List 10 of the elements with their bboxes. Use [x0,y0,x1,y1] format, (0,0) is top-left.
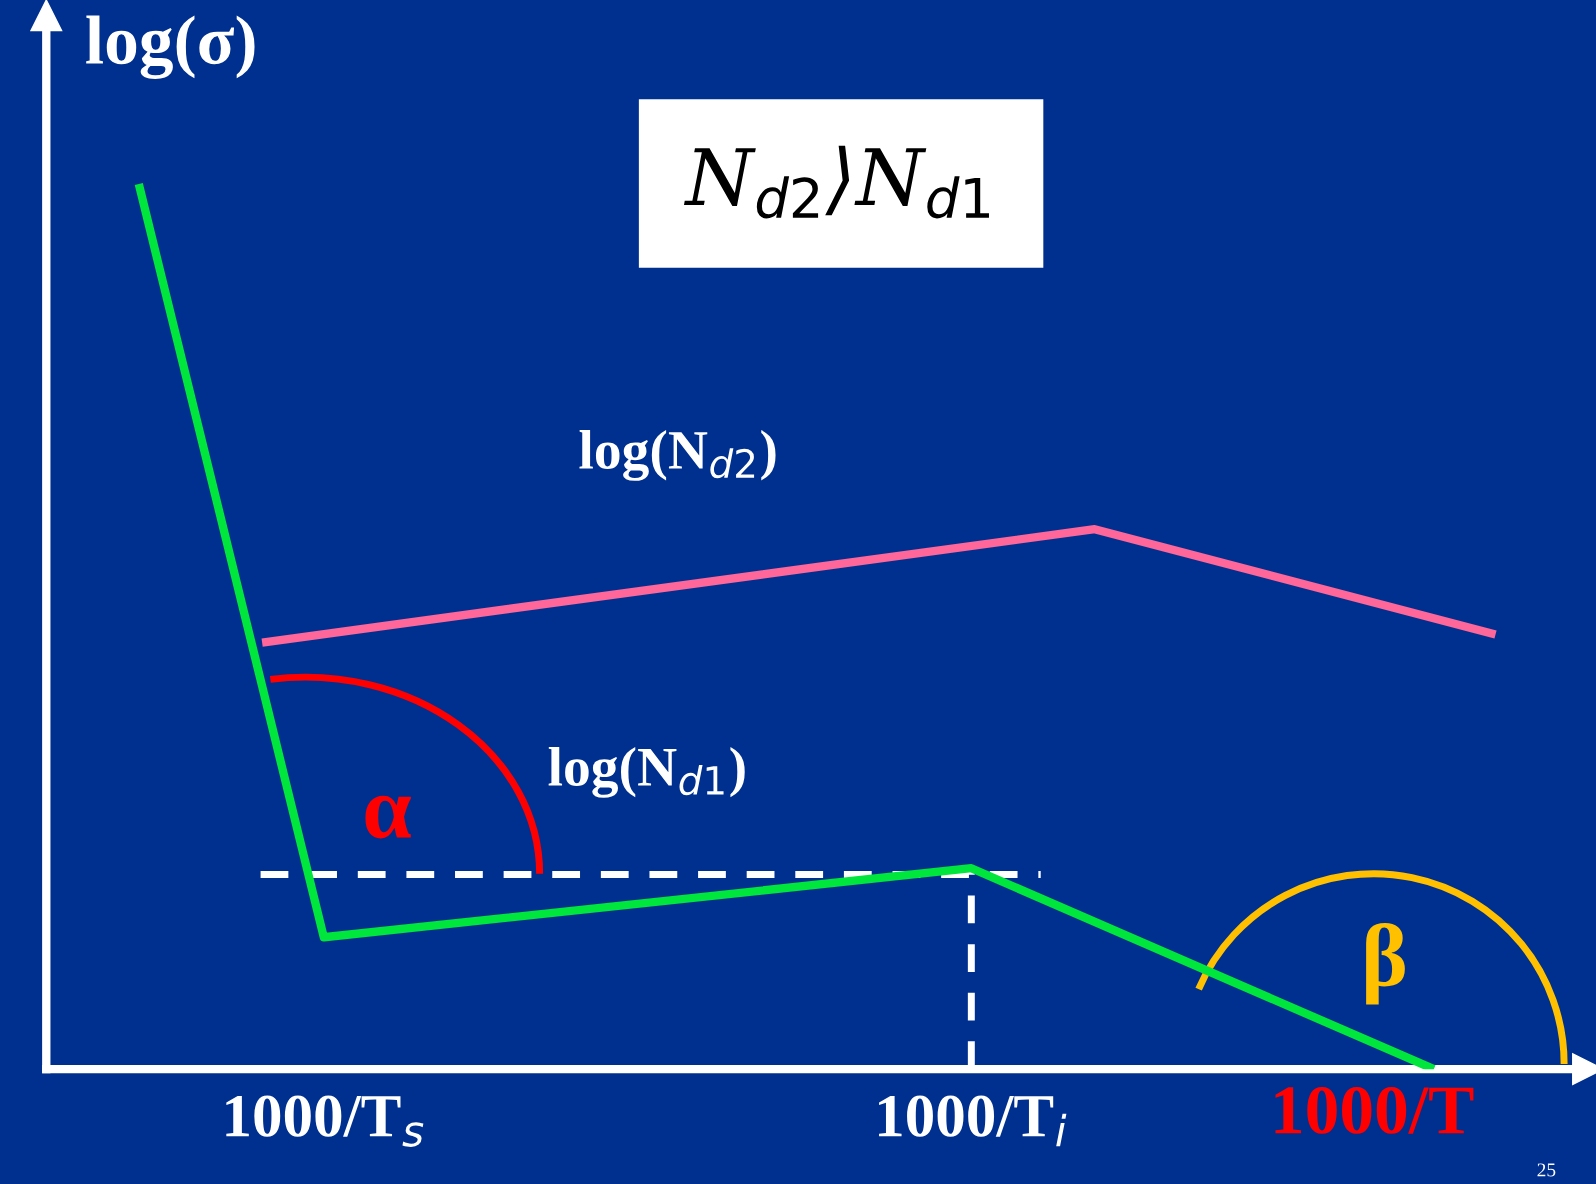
annotation: N$_{d2}$⟩N$_{d1}$ [683,145,989,219]
x-tick-label: 1000/T$_{s}$ [226,1095,424,1147]
y-axis-title: log(σ) [86,15,255,79]
series-label: log(N$_{d2}$) [579,430,776,481]
x-tick-label: 1000/T$_{i}$ [879,1095,1067,1147]
series-label: log(N$_{d1}$) [548,746,745,798]
annotation: α [365,795,411,839]
x-axis-title: 1000/T [1275,1086,1474,1134]
annotation: β [1366,923,1405,1005]
text: 25 [1537,1163,1556,1177]
